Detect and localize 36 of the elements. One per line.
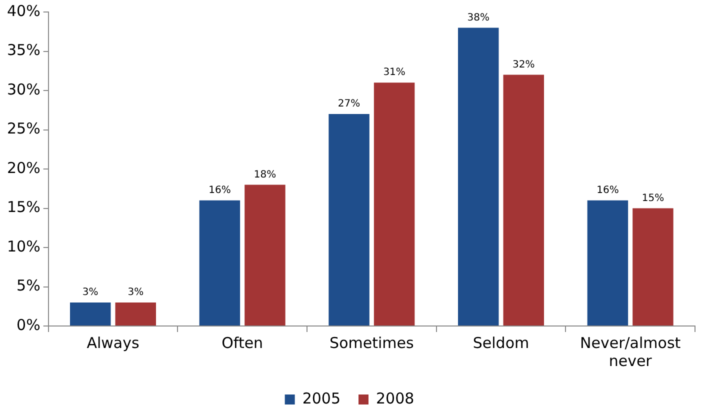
- data-label: 16%: [208, 184, 231, 196]
- bar: [115, 302, 156, 326]
- y-tick-label: 0%: [16, 316, 40, 334]
- y-tick-label: 20%: [6, 158, 40, 177]
- x-tick-label: Seldom: [472, 334, 530, 352]
- x-tick-label: Often: [222, 334, 264, 352]
- legend-label: 2008: [376, 389, 414, 408]
- data-label: 16%: [596, 184, 619, 196]
- y-tick-label: 40%: [6, 2, 40, 20]
- legend-label: 2005: [302, 389, 341, 408]
- y-tick-label: 25%: [6, 120, 40, 138]
- bar: [374, 82, 415, 326]
- x-tick-label: Never/almost never: [580, 334, 681, 370]
- x-tick-label: Always: [86, 334, 140, 352]
- bar: [70, 302, 111, 326]
- bar: [587, 200, 628, 326]
- data-label: 18%: [254, 169, 276, 180]
- data-label: 31%: [383, 67, 406, 78]
- y-tick-label: 30%: [6, 80, 40, 98]
- bar: [632, 208, 674, 326]
- y-tick-label: 35%: [6, 41, 40, 60]
- y-tick-label: 15%: [6, 198, 40, 216]
- data-label: 15%: [642, 192, 664, 204]
- bar: [244, 184, 286, 326]
- data-label: 32%: [512, 59, 535, 70]
- bar: [458, 28, 499, 326]
- y-tick-label: 5%: [16, 276, 40, 295]
- bar: [328, 114, 370, 326]
- data-label: 3%: [82, 287, 98, 298]
- bar: [503, 74, 544, 326]
- bar: [199, 200, 240, 326]
- data-label: 27%: [338, 98, 360, 110]
- y-tick-label: 10%: [6, 237, 40, 256]
- data-label: 38%: [467, 12, 490, 24]
- x-tick-label: Sometimes: [330, 334, 414, 352]
- data-label: 3%: [128, 287, 144, 298]
